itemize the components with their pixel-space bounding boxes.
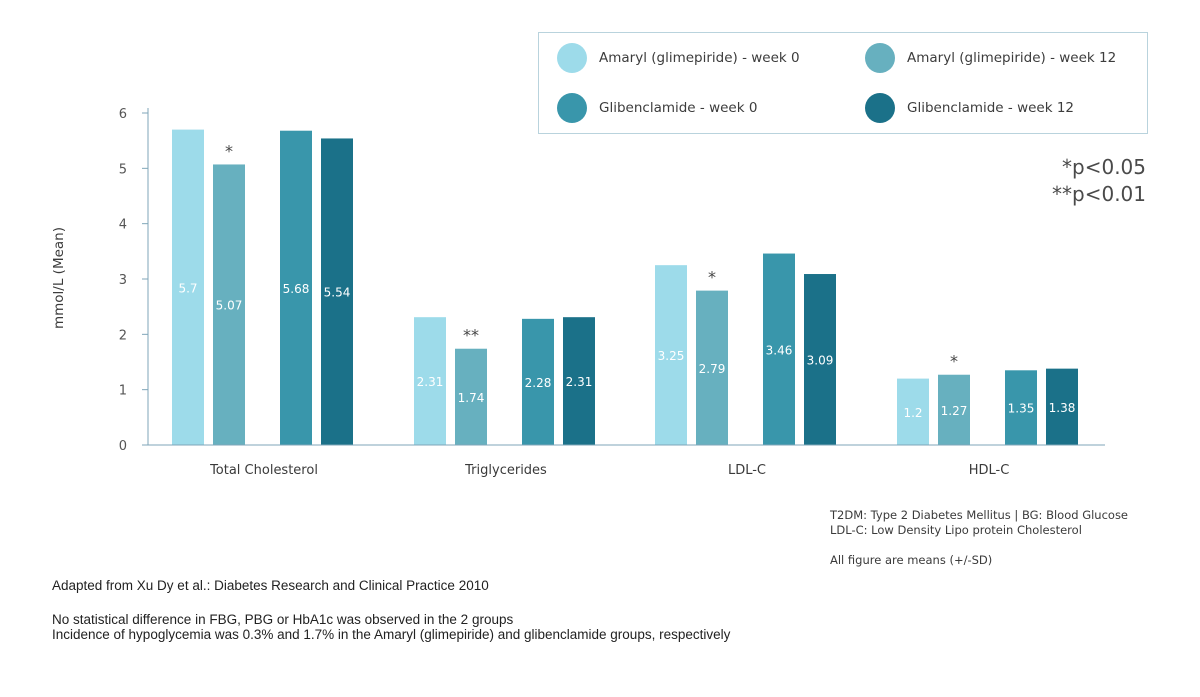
bar bbox=[763, 253, 795, 445]
bar-value-label: 3.46 bbox=[766, 343, 793, 357]
bar bbox=[938, 374, 970, 445]
legend-item-glibenclamide-week12: Glibenclamide - week 12 bbox=[865, 93, 1074, 123]
bar-value-label: 1.38 bbox=[1049, 401, 1076, 415]
bar-value-label: 5.07 bbox=[216, 299, 243, 313]
significance-marker: ** bbox=[463, 326, 479, 345]
legend-label: Amaryl (glimepiride) - week 0 bbox=[599, 50, 800, 66]
y-tick-label: 5 bbox=[119, 162, 127, 177]
bar bbox=[1005, 370, 1037, 445]
legend-item-glibenclamide-week0: Glibenclamide - week 0 bbox=[557, 93, 757, 123]
bar bbox=[280, 130, 312, 445]
bar bbox=[321, 138, 353, 445]
x-axis: Total Cholesterol Triglycerides LDL-C HDL-C bbox=[148, 444, 1105, 478]
x-category-label: Total Cholesterol bbox=[209, 463, 318, 478]
bar-value-label: 3.09 bbox=[807, 354, 834, 368]
legend-swatch bbox=[557, 93, 587, 123]
bar-value-label: 1.35 bbox=[1008, 402, 1035, 416]
footnote-statistical-difference: No statistical difference in FBG, PBG or… bbox=[52, 612, 514, 627]
legend-item-amaryl-week12: Amaryl (glimepiride) - week 12 bbox=[865, 43, 1116, 73]
bar-value-label: 5.54 bbox=[324, 286, 351, 300]
x-category-label: LDL-C bbox=[728, 463, 766, 478]
abbreviation-t2dm: T2DM: Type 2 Diabetes Mellitus | BG: Blo… bbox=[830, 508, 1129, 522]
x-category-label: Triglycerides bbox=[464, 463, 547, 478]
y-tick-label: 2 bbox=[119, 328, 127, 343]
y-axis-label: mmol/L (Mean) bbox=[51, 227, 67, 329]
y-tick-label: 0 bbox=[119, 439, 127, 454]
bar bbox=[655, 265, 687, 445]
bar-value-label: 2.79 bbox=[699, 362, 726, 376]
bar bbox=[455, 348, 487, 445]
significance-note-p005: *p<0.05 bbox=[1062, 155, 1146, 179]
legend-swatch bbox=[865, 93, 895, 123]
legend-item-amaryl-week0: Amaryl (glimepiride) - week 0 bbox=[557, 43, 800, 73]
abbreviation-ldl: LDL-C: Low Density Lipo protein Choleste… bbox=[830, 523, 1082, 537]
bar-value-label: 5.68 bbox=[283, 282, 310, 296]
bar-value-label: 2.28 bbox=[525, 376, 552, 390]
legend-label: Glibenclamide - week 0 bbox=[599, 100, 758, 116]
significance-marker: * bbox=[708, 268, 716, 287]
bar-value-label: 1.74 bbox=[458, 391, 485, 405]
bar bbox=[213, 164, 245, 445]
footnote-hypoglycemia: Incidence of hypoglycemia was 0.3% and 1… bbox=[52, 627, 731, 642]
bar bbox=[172, 129, 204, 445]
y-tick-label: 4 bbox=[119, 218, 127, 233]
legend-swatch bbox=[865, 43, 895, 73]
bar bbox=[897, 378, 929, 445]
y-tick-label: 6 bbox=[119, 107, 127, 122]
bar-value-label: 5.7 bbox=[178, 281, 197, 295]
source-citation: Adapted from Xu Dy et al.: Diabetes Rese… bbox=[52, 578, 489, 593]
significance-marker: * bbox=[950, 352, 958, 371]
legend-swatch bbox=[557, 43, 587, 73]
significance-note-p001: **p<0.01 bbox=[1052, 182, 1146, 206]
bar-value-label: 2.31 bbox=[566, 375, 593, 389]
bar-value-label: 2.31 bbox=[417, 375, 444, 389]
bar bbox=[563, 317, 595, 445]
significance-marker: * bbox=[225, 141, 233, 160]
bar bbox=[1046, 368, 1078, 445]
legend: Amaryl (glimepiride) - week 0 Amaryl (gl… bbox=[538, 32, 1148, 134]
bar-value-label: 1.27 bbox=[941, 404, 968, 418]
x-category-label: HDL-C bbox=[969, 463, 1010, 478]
legend-label: Glibenclamide - week 12 bbox=[907, 100, 1075, 116]
bar bbox=[696, 290, 728, 445]
legend-label: Amaryl (glimepiride) - week 12 bbox=[907, 50, 1117, 66]
means-note: All figure are means (+/-SD) bbox=[830, 553, 993, 567]
y-tick-label: 1 bbox=[119, 384, 127, 399]
y-axis: 0 1 2 3 4 5 6 bbox=[119, 107, 149, 454]
bar bbox=[804, 274, 836, 445]
bar bbox=[414, 317, 446, 445]
bar bbox=[522, 318, 554, 445]
y-tick-label: 3 bbox=[119, 273, 127, 288]
bars-group: 5.7 5.07 5.68 5.54 2.31 1.74 2.28 2.31 3.25 2.79 3… bbox=[172, 129, 1078, 445]
bar-value-label: 1.2 bbox=[903, 406, 922, 420]
bar-value-label: 3.25 bbox=[658, 349, 685, 363]
